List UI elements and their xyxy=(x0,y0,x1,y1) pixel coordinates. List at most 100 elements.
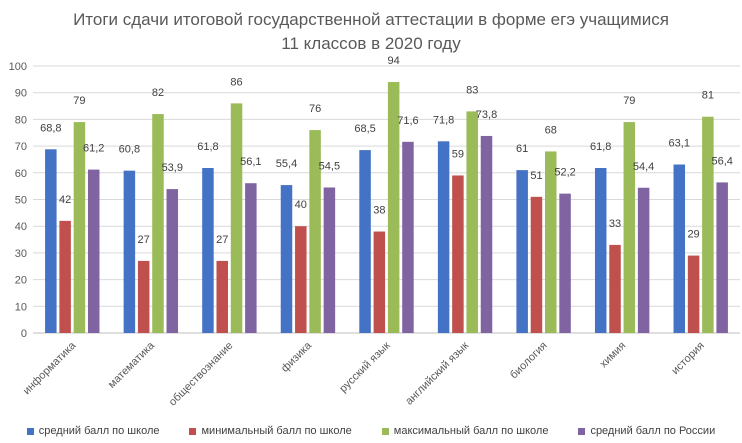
data-label-series-3-cat-0: 61,2 xyxy=(83,143,104,155)
data-label-series-2-cat-4: 94 xyxy=(388,55,400,67)
x-tick-label-2: обществознание xyxy=(167,340,236,409)
data-label-series-2-cat-0: 79 xyxy=(73,95,85,107)
bar-series-2-cat-2 xyxy=(230,103,243,333)
data-label-series-0-cat-0: 68,8 xyxy=(40,122,61,134)
bar-series-2-cat-8 xyxy=(702,116,714,333)
bar-series-0-cat-0 xyxy=(45,149,57,333)
y-tick-label-9: 90 xyxy=(15,88,27,100)
legend-label-series-3: средний балл по России xyxy=(590,425,716,437)
legend-item-series-2: максимальный балл по школе xyxy=(381,423,549,439)
data-label-series-2-cat-5: 83 xyxy=(466,84,478,96)
bar-series-0-cat-5 xyxy=(437,141,450,333)
bar-series-3-cat-1 xyxy=(166,189,179,333)
y-tick-label-2: 20 xyxy=(15,275,27,287)
data-label-series-1-cat-0: 42 xyxy=(59,194,71,206)
legend-swatch-series-0 xyxy=(26,427,34,435)
bar-series-1-cat-1 xyxy=(137,260,150,333)
bar-series-2-cat-1 xyxy=(152,114,164,333)
bar-series-3-cat-0 xyxy=(87,169,100,333)
data-label-series-0-cat-3: 55,4 xyxy=(276,158,297,170)
data-label-series-3-cat-4: 71,6 xyxy=(397,115,418,127)
data-label-series-2-cat-1: 82 xyxy=(152,87,164,99)
x-tick-label-1: математика xyxy=(106,339,158,391)
bar-series-1-cat-0 xyxy=(59,220,71,333)
bar-series-0-cat-2 xyxy=(202,167,214,333)
data-label-series-0-cat-4: 68,5 xyxy=(354,123,375,135)
bar-series-0-cat-6 xyxy=(516,170,528,333)
y-tick-label-8: 80 xyxy=(15,114,27,126)
data-label-series-3-cat-1: 53,9 xyxy=(162,162,183,174)
bar-series-3-cat-8 xyxy=(716,182,728,333)
bar-series-2-cat-0 xyxy=(73,122,86,333)
bar-series-1-cat-3 xyxy=(295,226,307,333)
bar-series-0-cat-4 xyxy=(359,150,371,333)
bar-series-1-cat-4 xyxy=(373,231,386,333)
data-label-series-3-cat-6: 52,2 xyxy=(554,167,575,179)
data-label-series-3-cat-8: 56,4 xyxy=(711,155,732,167)
data-label-series-1-cat-3: 40 xyxy=(295,199,307,211)
legend-item-series-0: средний балл по школе xyxy=(26,423,160,439)
x-tick-label-0: информатика xyxy=(21,339,79,397)
legend-swatch-series-3 xyxy=(578,427,586,435)
chart-title-line-2: 11 классов в 2020 году xyxy=(281,34,461,53)
bar-series-1-cat-5 xyxy=(452,175,464,333)
data-label-series-2-cat-6: 68 xyxy=(545,124,557,136)
data-label-series-1-cat-8: 29 xyxy=(687,229,699,241)
data-label-series-2-cat-2: 86 xyxy=(230,76,242,88)
data-label-series-0-cat-7: 61,8 xyxy=(590,141,611,153)
y-tick-label-0: 0 xyxy=(21,328,27,340)
bar-series-0-cat-3 xyxy=(280,185,293,333)
x-tick-label-4: русский язык xyxy=(337,340,392,395)
data-label-series-0-cat-5: 71,8 xyxy=(433,114,454,126)
bar-series-2-cat-6 xyxy=(545,151,557,333)
data-label-series-1-cat-2: 27 xyxy=(216,234,228,246)
bar-series-1-cat-8 xyxy=(687,255,700,333)
data-label-series-1-cat-5: 59 xyxy=(452,148,464,160)
x-tick-label-3: физика xyxy=(279,339,315,375)
legend-label-series-0: средний балл по школе xyxy=(38,425,160,437)
bar-series-3-cat-7 xyxy=(637,187,650,333)
legend-swatch-series-1 xyxy=(189,427,197,435)
bar-series-3-cat-2 xyxy=(245,183,257,333)
data-label-series-2-cat-8: 81 xyxy=(702,90,714,102)
bar-series-0-cat-8 xyxy=(673,164,686,333)
bar-series-2-cat-4 xyxy=(387,82,400,334)
data-label-series-3-cat-2: 56,1 xyxy=(240,156,261,168)
bar-series-1-cat-2 xyxy=(216,260,228,333)
data-label-series-1-cat-4: 38 xyxy=(373,205,385,217)
bar-series-2-cat-7 xyxy=(623,122,636,333)
bar-series-1-cat-6 xyxy=(530,196,543,333)
y-tick-label-4: 40 xyxy=(15,221,27,233)
data-label-series-1-cat-6: 51 xyxy=(530,170,542,182)
data-label-series-3-cat-3: 54,5 xyxy=(319,160,340,172)
bar-series-0-cat-1 xyxy=(123,170,136,333)
data-label-series-3-cat-7: 54,4 xyxy=(633,161,654,173)
bar-series-3-cat-3 xyxy=(323,187,336,333)
data-label-series-2-cat-7: 79 xyxy=(623,95,635,107)
y-tick-label-3: 30 xyxy=(15,248,27,260)
data-label-series-3-cat-5: 73,8 xyxy=(476,109,497,121)
y-tick-label-5: 50 xyxy=(15,195,27,207)
legend-label-series-1: минимальный балл по школе xyxy=(201,425,352,437)
data-label-series-0-cat-8: 63,1 xyxy=(669,138,690,150)
x-tick-label-7: химия xyxy=(598,340,629,371)
legend-item-series-3: средний балл по России xyxy=(578,423,715,439)
y-tick-label-1: 10 xyxy=(15,301,27,313)
data-label-series-1-cat-7: 33 xyxy=(609,218,621,230)
legend-swatch-series-2 xyxy=(381,427,389,435)
chart-title-line-1: Итоги сдачи итоговой государственной атт… xyxy=(73,10,669,29)
y-tick-label-6: 60 xyxy=(15,168,27,180)
legend-label-series-2: максимальный балл по школе xyxy=(393,425,549,437)
y-tick-label-7: 70 xyxy=(15,141,27,153)
legend-item-series-1: минимальный балл по школе xyxy=(189,423,352,439)
x-tick-label-6: биология xyxy=(508,340,550,382)
bar-series-3-cat-4 xyxy=(402,141,414,333)
data-label-series-0-cat-2: 61,8 xyxy=(197,141,218,153)
x-tick-label-8: история xyxy=(669,340,706,377)
data-label-series-1-cat-1: 27 xyxy=(138,234,150,246)
data-label-series-2-cat-3: 76 xyxy=(309,103,321,115)
bar-series-3-cat-5 xyxy=(480,135,493,333)
data-label-series-0-cat-1: 60,8 xyxy=(119,144,140,156)
x-tick-label-5: английский язык xyxy=(403,340,471,408)
